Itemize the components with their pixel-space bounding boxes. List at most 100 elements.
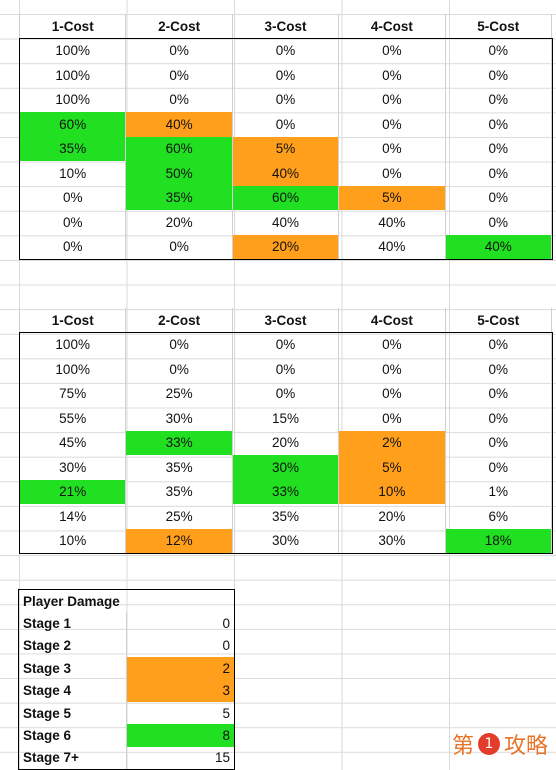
table-cell[interactable]: 33% xyxy=(231,479,340,504)
table-cell[interactable]: 30% xyxy=(125,406,233,431)
stage-label[interactable]: Stage 6 xyxy=(19,724,127,747)
table-cell[interactable]: 0% xyxy=(125,332,233,357)
table-cell[interactable]: 21% xyxy=(18,479,127,504)
table-cell[interactable]: 55% xyxy=(18,406,127,431)
table-cell[interactable]: 0% xyxy=(338,406,446,431)
table-cell[interactable]: 0% xyxy=(444,406,553,431)
column-header[interactable]: 5-Cost xyxy=(444,308,553,333)
table-cell[interactable]: 0% xyxy=(444,161,553,186)
table-cell[interactable]: 0% xyxy=(444,87,553,112)
table-cell[interactable]: 0% xyxy=(125,87,233,112)
table-cell[interactable]: 60% xyxy=(231,185,340,210)
damage-value[interactable]: 15 xyxy=(214,750,230,766)
table-cell[interactable]: 0% xyxy=(18,234,127,259)
damage-value[interactable]: 0 xyxy=(222,638,230,654)
table-cell[interactable]: 40% xyxy=(444,234,553,259)
damage-value[interactable]: 8 xyxy=(126,724,234,747)
table-cell[interactable]: 35% xyxy=(125,479,233,504)
table-cell[interactable]: 0% xyxy=(231,332,340,357)
table-cell[interactable]: 0% xyxy=(125,234,233,259)
table-cell[interactable]: 0% xyxy=(125,63,233,88)
table-cell[interactable]: 75% xyxy=(18,381,127,406)
table-cell[interactable]: 0% xyxy=(444,112,553,137)
table-cell[interactable]: 40% xyxy=(231,161,340,186)
table-cell[interactable]: 0% xyxy=(338,357,446,382)
table-cell[interactable]: 5% xyxy=(338,455,446,480)
table-cell[interactable]: 20% xyxy=(231,430,340,455)
column-header[interactable]: 4-Cost xyxy=(338,308,446,333)
table-cell[interactable]: 0% xyxy=(338,63,446,88)
column-header[interactable]: 3-Cost xyxy=(231,308,340,333)
table-cell[interactable]: 20% xyxy=(338,504,446,529)
column-header[interactable]: 2-Cost xyxy=(125,14,233,39)
table-cell[interactable]: 0% xyxy=(231,38,340,63)
damage-table-title[interactable]: Player Damage xyxy=(23,593,120,609)
table-cell[interactable]: 40% xyxy=(125,112,233,137)
table-cell[interactable]: 6% xyxy=(444,504,553,529)
table-cell[interactable]: 100% xyxy=(18,357,127,382)
table-cell[interactable]: 50% xyxy=(125,161,233,186)
table-cell[interactable]: 30% xyxy=(18,455,127,480)
table-cell[interactable]: 35% xyxy=(125,185,233,210)
table-cell[interactable]: 33% xyxy=(125,430,233,455)
table-cell[interactable]: 0% xyxy=(338,112,446,137)
table-cell[interactable]: 30% xyxy=(231,455,340,480)
stage-label[interactable]: Stage 2 xyxy=(19,634,127,658)
table-cell[interactable]: 20% xyxy=(125,210,233,235)
table-cell[interactable]: 25% xyxy=(125,381,233,406)
table-cell[interactable]: 0% xyxy=(444,210,553,235)
column-header[interactable]: 5-Cost xyxy=(444,14,553,39)
table-cell[interactable]: 35% xyxy=(18,136,127,161)
column-header[interactable]: 1-Cost xyxy=(18,14,127,39)
table-cell[interactable]: 30% xyxy=(338,528,446,553)
column-header[interactable]: 3-Cost xyxy=(231,14,340,39)
table-cell[interactable]: 60% xyxy=(18,112,127,137)
table-cell[interactable]: 60% xyxy=(125,136,233,161)
table-cell[interactable]: 40% xyxy=(338,234,446,259)
table-cell[interactable]: 0% xyxy=(444,38,553,63)
table-cell[interactable]: 100% xyxy=(18,63,127,88)
table-cell[interactable]: 0% xyxy=(444,332,553,357)
table-cell[interactable]: 18% xyxy=(444,528,553,553)
damage-value[interactable]: 0 xyxy=(222,616,230,632)
table-cell[interactable]: 0% xyxy=(444,63,553,88)
table-cell[interactable]: 25% xyxy=(125,504,233,529)
stage-label[interactable]: Stage 7+ xyxy=(19,746,127,770)
table-cell[interactable]: 5% xyxy=(338,185,446,210)
table-cell[interactable]: 0% xyxy=(125,38,233,63)
stage-label[interactable]: Stage 1 xyxy=(19,612,127,635)
table-cell[interactable]: 40% xyxy=(338,210,446,235)
table-cell[interactable]: 0% xyxy=(338,136,446,161)
column-header[interactable]: 4-Cost xyxy=(338,14,446,39)
table-cell[interactable]: 0% xyxy=(444,381,553,406)
table-cell[interactable]: 0% xyxy=(444,136,553,161)
column-header[interactable]: 2-Cost xyxy=(125,308,233,333)
table-cell[interactable]: 0% xyxy=(338,332,446,357)
table-cell[interactable]: 10% xyxy=(338,479,446,504)
table-cell[interactable]: 0% xyxy=(338,161,446,186)
stage-label[interactable]: Stage 4 xyxy=(19,679,127,702)
table-cell[interactable]: 0% xyxy=(444,455,553,480)
table-cell[interactable]: 10% xyxy=(18,161,127,186)
table-cell[interactable]: 35% xyxy=(125,455,233,480)
table-cell[interactable]: 100% xyxy=(18,87,127,112)
table-cell[interactable]: 45% xyxy=(18,430,127,455)
table-cell[interactable]: 15% xyxy=(231,406,340,431)
table-cell[interactable]: 100% xyxy=(18,38,127,63)
table-cell[interactable]: 20% xyxy=(231,234,340,259)
table-cell[interactable]: 100% xyxy=(18,332,127,357)
table-cell[interactable]: 2% xyxy=(338,430,446,455)
table-cell[interactable]: 0% xyxy=(338,87,446,112)
table-cell[interactable]: 14% xyxy=(18,504,127,529)
damage-value[interactable]: 3 xyxy=(126,679,234,702)
table-cell[interactable]: 40% xyxy=(231,210,340,235)
table-cell[interactable]: 0% xyxy=(444,430,553,455)
stage-label[interactable]: Stage 5 xyxy=(19,701,127,725)
table-cell[interactable]: 10% xyxy=(18,528,127,553)
table-cell[interactable]: 0% xyxy=(338,381,446,406)
table-cell[interactable]: 0% xyxy=(231,63,340,88)
stage-label[interactable]: Stage 3 xyxy=(19,657,127,680)
table-cell[interactable]: 5% xyxy=(231,136,340,161)
table-cell[interactable]: 0% xyxy=(231,112,340,137)
table-cell[interactable]: 30% xyxy=(231,528,340,553)
